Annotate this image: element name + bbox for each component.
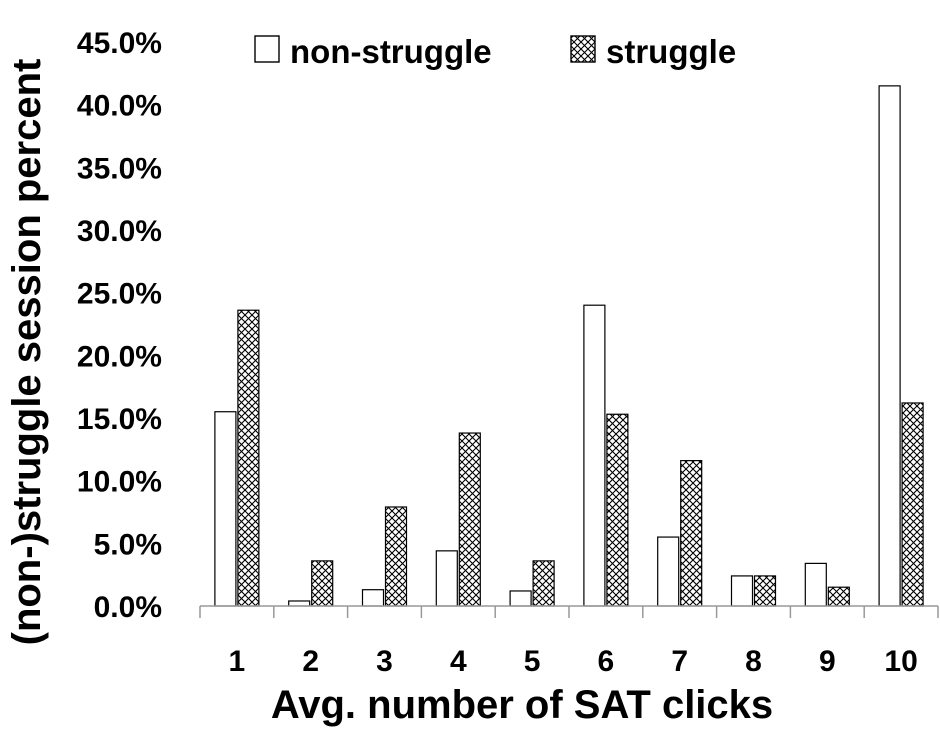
y-tick-label: 40.0% [77,90,162,123]
y-tick-label: 20.0% [77,340,162,373]
x-tick-label: 3 [376,645,393,678]
x-tick-label: 9 [819,645,836,678]
bar-struggle-5 [532,560,555,607]
y-tick-label: 45.0% [77,27,162,60]
y-tick-label: 35.0% [77,152,162,185]
bar-non-struggle-7 [657,536,680,607]
bar-non-struggle-9 [804,562,827,607]
y-tick-label: 0.0% [94,591,162,624]
bar-struggle-3 [384,506,408,607]
bar-struggle-6 [606,413,629,607]
bar-non-struggle-10 [878,85,901,607]
bar-struggle-1 [237,309,260,607]
bar-non-struggle-3 [361,589,385,607]
y-tick-label: 15.0% [77,403,162,436]
x-axis-title: Avg. number of SAT clicks [271,683,773,727]
x-tick-label: 1 [229,645,246,678]
x-tick-label: 4 [450,645,467,678]
y-tick-label: 10.0% [77,466,162,499]
y-tick-label: 5.0% [94,528,162,561]
bar-struggle-8 [753,575,777,607]
bar-non-struggle-8 [730,575,754,607]
legend: non-struggle struggle [254,33,736,70]
y-tick-label: 25.0% [77,278,162,311]
x-tick-label: 5 [524,645,541,678]
x-tick-label: 7 [671,645,688,678]
x-tick-label: 6 [598,645,615,678]
bar-struggle-10 [901,402,924,607]
x-tick-label: 10 [884,645,917,678]
x-tick-label: 2 [302,645,319,678]
x-tick-label: 8 [745,645,762,678]
bar-non-struggle-2 [288,600,311,607]
bars [214,85,924,607]
bar-non-struggle-5 [509,590,532,607]
legend-swatch-non-struggle [254,35,280,63]
bar-non-struggle-4 [435,550,458,607]
y-axis-tick-labels: 0.0% 5.0% 10.0% 15.0% 20.0% 25.0% 30.0% 35.0% 40… [77,27,162,624]
legend-label-struggle: struggle [606,33,736,70]
y-axis-title: (non-)struggle session percent [5,59,49,646]
bar-struggle-9 [827,586,850,607]
y-tick-label: 30.0% [77,215,162,248]
legend-label-non-struggle: non-struggle [290,33,492,70]
bar-struggle-2 [311,560,334,607]
x-axis-tick-labels: 1 2 3 4 5 6 7 8 9 10 [229,645,918,678]
bar-non-struggle-1 [214,411,237,607]
bar-non-struggle-6 [583,304,606,607]
bar-struggle-7 [680,460,703,607]
x-axis [199,605,939,618]
legend-swatch-struggle [570,35,596,63]
bar-struggle-4 [458,432,481,607]
